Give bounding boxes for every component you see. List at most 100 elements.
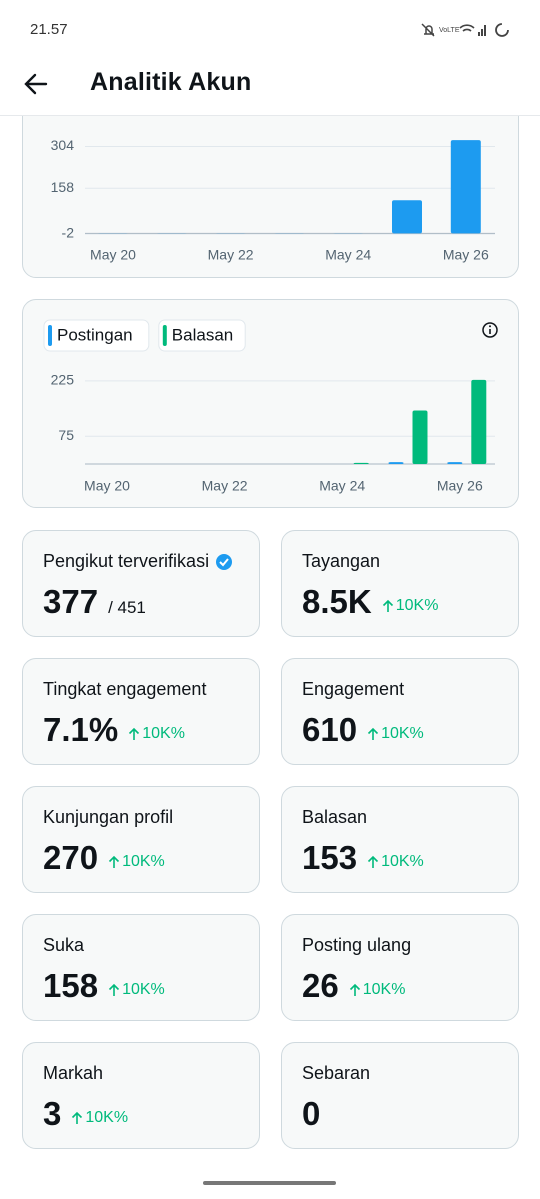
stat-change: 10K%	[108, 853, 165, 871]
bar	[471, 379, 487, 464]
stat-change: 10K%	[108, 981, 165, 999]
page-title: Analitik Akun	[90, 68, 252, 96]
stat-change-text: 10K%	[85, 1109, 129, 1126]
home-indicator	[203, 1181, 336, 1185]
stat-change: 10K%	[367, 725, 424, 743]
stat-card: Kunjungan profil 270 10K%	[22, 786, 260, 893]
info-icon[interactable]	[480, 320, 500, 340]
stat-change: 10K%	[382, 597, 439, 615]
stat-change-text: 10K%	[395, 597, 439, 614]
x-tick-label: May 24	[325, 247, 371, 263]
up-arrow	[108, 855, 120, 868]
x-tick-label: May 22	[208, 247, 254, 263]
app-bar: Analitik Akun	[0, 60, 540, 116]
verified-badge	[216, 553, 233, 570]
legend-chip	[43, 319, 150, 352]
stat-value: 610	[302, 711, 358, 748]
x-tick-label: May 20	[90, 247, 136, 263]
x-tick-label: May 26	[443, 247, 489, 263]
stat-row: 270 10K%	[43, 839, 165, 877]
stat-card: Pengikut terverifikasi 377 / 451	[22, 530, 260, 637]
stat-value: 377	[43, 583, 99, 620]
x-tick-label: May 26	[437, 478, 483, 494]
stat-value: 270	[43, 839, 99, 876]
stat-label-text: Kunjungan profil	[43, 807, 174, 827]
stat-label: Balasan	[302, 807, 367, 828]
stat-label-text: Tayangan	[302, 551, 381, 571]
stat-card: Markah 3 10K%	[22, 1042, 260, 1149]
stat-label-text: Tingkat engagement	[43, 679, 207, 699]
stat-card: Sebaran 0	[281, 1042, 519, 1149]
charts: -2 158 304 May 20 May 22 May 24 May 26 75 225 May…	[43, 137, 495, 494]
y-tick-label: 225	[51, 372, 75, 388]
stat-label: Pengikut terverifikasi	[43, 551, 233, 572]
stat-value: 7.1%	[43, 711, 119, 748]
y-tick-label: 304	[51, 137, 75, 153]
status-bar: 21.57 VoLTE	[0, 0, 540, 60]
stat-label: Posting ulang	[302, 935, 411, 956]
back-button[interactable]	[22, 70, 50, 98]
stat-label-text: Suka	[43, 935, 85, 955]
stat-row: 377 / 451	[43, 583, 146, 621]
stat-card: Suka 158 10K%	[22, 914, 260, 1021]
stat-label-text: Markah	[43, 1063, 104, 1083]
stat-label-text: Balasan	[302, 807, 368, 827]
stat-row: 610 10K%	[302, 711, 424, 749]
stat-value: 158	[43, 967, 99, 1004]
stat-label: Suka	[43, 935, 84, 956]
stat-label-text: Engagement	[302, 679, 405, 699]
stat-label-text: Sebaran	[302, 1063, 371, 1083]
stat-change: 10K%	[128, 725, 185, 743]
stat-change: 10K%	[349, 981, 406, 999]
stat-change: 10K%	[367, 853, 424, 871]
legend-chip	[158, 319, 246, 352]
x-tick-label: May 22	[202, 478, 248, 494]
x-tick-label: May 20	[84, 478, 130, 494]
stat-label: Tingkat engagement	[43, 679, 206, 700]
up-arrow	[382, 599, 393, 612]
up-arrow	[72, 1111, 83, 1124]
stat-change-text: 10K%	[142, 725, 185, 742]
stat-value: 8.5K	[302, 583, 372, 620]
stat-label: Tayangan	[302, 551, 380, 572]
stat-row: 0	[302, 1095, 320, 1133]
stat-card: Tayangan 8.5K 10K%	[281, 530, 519, 637]
stat-change-text: 10K%	[381, 853, 424, 870]
stat-change-text: 10K%	[362, 981, 406, 998]
stat-card: Engagement 610 10K%	[281, 658, 519, 765]
stat-total: / 451	[108, 598, 146, 617]
stat-change-text: 10K%	[122, 853, 165, 870]
up-arrow	[129, 727, 140, 740]
stat-row: 26 10K%	[302, 967, 405, 1005]
y-tick-label: -2	[62, 225, 75, 241]
x-tick-label: May 24	[319, 478, 365, 494]
up-arrow	[108, 983, 120, 996]
stat-change-text: 10K%	[381, 725, 424, 742]
stat-card: Balasan 153 10K%	[281, 786, 519, 893]
bar	[388, 462, 404, 464]
y-tick-label: 75	[58, 427, 74, 443]
stat-row: 158 10K%	[43, 967, 165, 1005]
stat-label: Kunjungan profil	[43, 807, 173, 828]
legend-label: Postingan	[57, 325, 133, 344]
stat-label: Engagement	[302, 679, 404, 700]
bar	[450, 140, 481, 234]
stat-row: 3 10K%	[43, 1095, 128, 1133]
y-tick-label: 158	[51, 179, 75, 195]
legend-swatch	[162, 325, 167, 346]
stat-label: Sebaran	[302, 1063, 370, 1084]
legend-label: Balasan	[172, 325, 233, 344]
clock: 21.57	[30, 21, 68, 38]
stat-value: 26	[302, 967, 339, 1004]
up-arrow	[349, 983, 360, 996]
stat-value: 0	[302, 1095, 321, 1132]
stat-row: 7.1% 10K%	[43, 711, 185, 749]
bar	[392, 200, 422, 234]
stat-value: 3	[43, 1095, 62, 1132]
up-arrow	[367, 855, 379, 868]
up-arrow	[367, 727, 379, 740]
stat-change-text: 10K%	[122, 981, 165, 998]
stat-label-text: Pengikut terverifikasi	[43, 551, 210, 571]
bar	[353, 462, 369, 464]
